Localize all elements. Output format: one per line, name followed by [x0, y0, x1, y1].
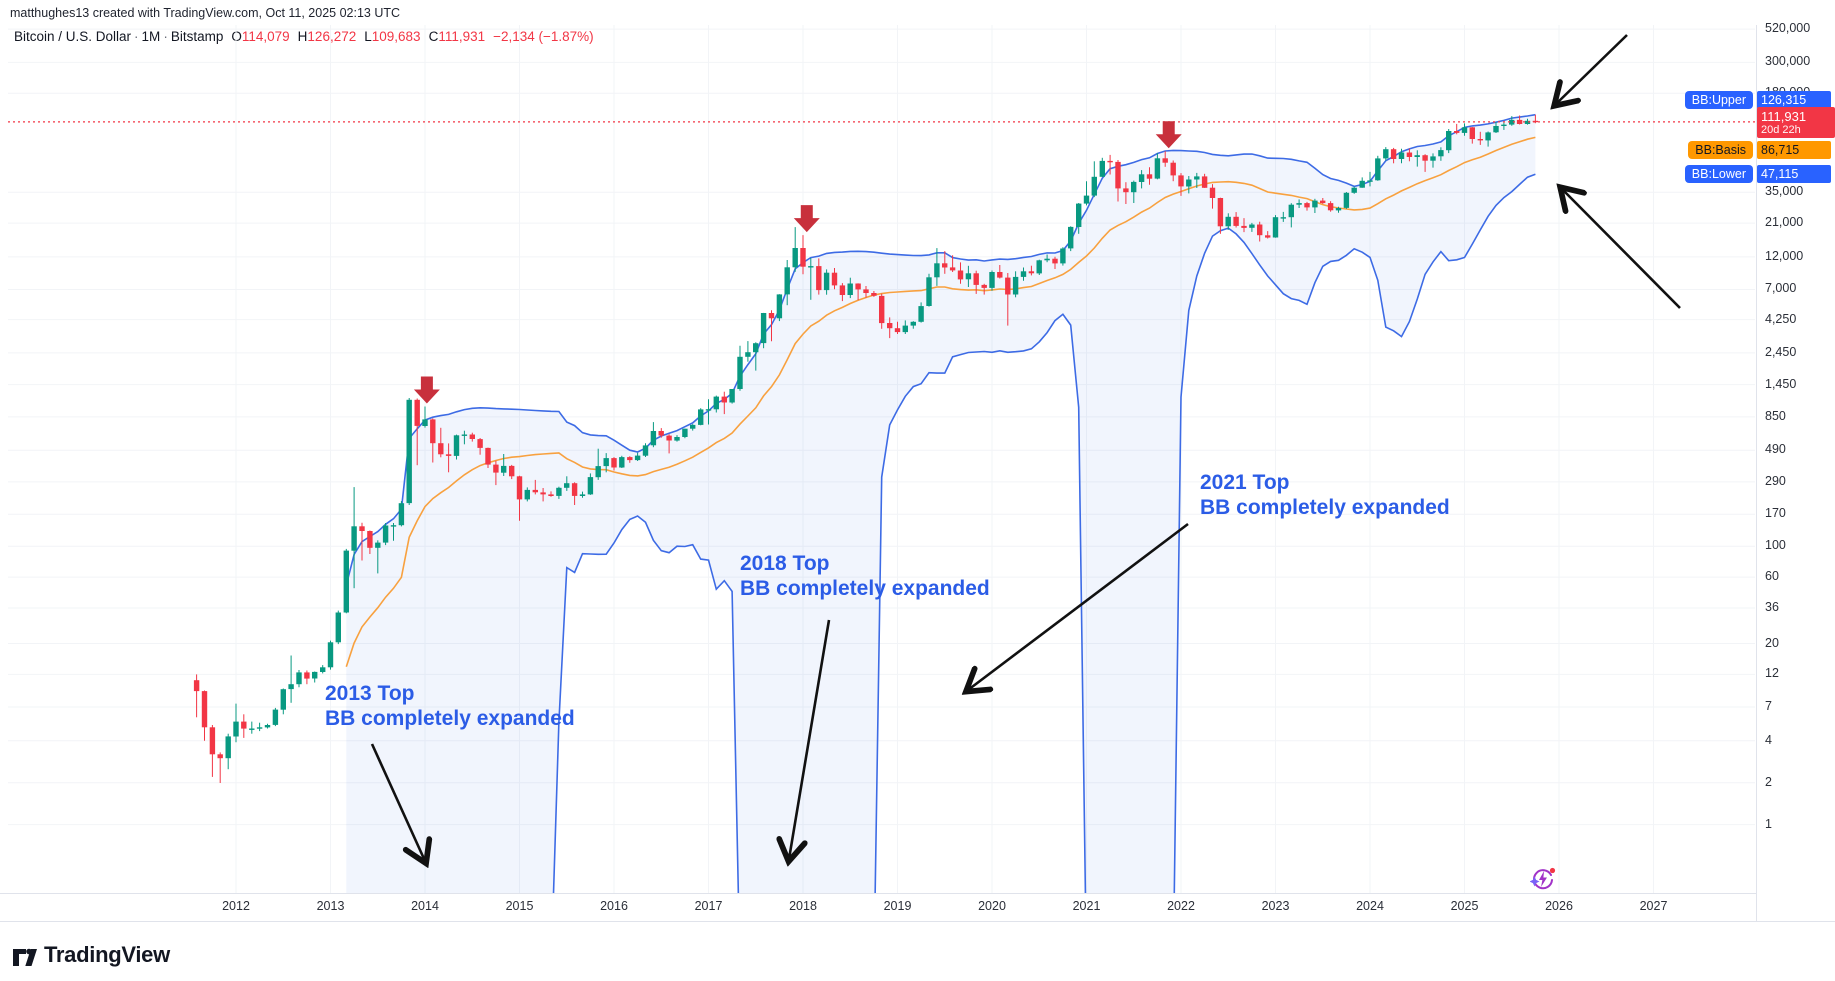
year-label: 2012	[222, 899, 250, 913]
price-tick-label: 170	[1765, 506, 1786, 521]
bb-basis-label-badge: BB:Basis	[1688, 140, 1753, 159]
price-tick-label: 12	[1765, 666, 1779, 681]
price-axis[interactable]: 520,000300,000180,00035,00021,00012,0007…	[1757, 0, 1835, 921]
candlestick-series	[193, 114, 1539, 783]
price-tick-label: 2	[1765, 774, 1772, 789]
bar-close-countdown: 20d 22h	[1761, 123, 1801, 136]
open-label: O	[231, 29, 242, 44]
year-label: 2017	[694, 899, 723, 913]
top-marker-arrow	[1155, 121, 1182, 149]
exchange-label: Bitstamp	[170, 29, 224, 44]
change-value: −2,134 (−1.87%)	[493, 29, 594, 44]
year-label: 2025	[1450, 899, 1479, 913]
price-axis-separator	[1756, 25, 1757, 921]
price-tick-label: 20	[1765, 635, 1779, 650]
year-label: 2026	[1545, 899, 1573, 913]
top-marker-arrow	[413, 376, 440, 404]
top-marker-arrow	[793, 205, 820, 233]
legend-separator-1: ·	[134, 29, 139, 44]
time-axis-separator	[0, 893, 1835, 894]
year-label: 2013	[316, 899, 345, 913]
ai-sparkle-icon[interactable]	[1530, 866, 1556, 892]
chart-bottom-border	[0, 921, 1835, 922]
price-tick-label: 12,000	[1765, 248, 1804, 263]
symbol-title: Bitcoin / U.S. Dollar	[14, 29, 132, 44]
tradingview-logo-mark	[13, 948, 37, 966]
price-tick-label: 36	[1765, 600, 1779, 614]
annotation-2013-line1: 2013 Top	[325, 682, 415, 705]
close-label: C	[428, 29, 439, 44]
year-label: 2024	[1356, 899, 1384, 913]
year-label: 2023	[1261, 899, 1290, 913]
annotation-2013-line2: BB completely expanded	[325, 707, 575, 730]
bb-upper-label-badge: BB:Upper	[1684, 90, 1753, 109]
legend-separator-2: ·	[163, 29, 168, 44]
low-value: 109,683	[371, 29, 421, 44]
bb-basis-value-badge: 86,715	[1757, 140, 1831, 159]
tradingview-logo[interactable]: TradingView	[12, 942, 170, 968]
year-label: 2027	[1639, 899, 1668, 913]
price-tick-label: 7,000	[1765, 281, 1797, 296]
year-label: 2019	[883, 899, 912, 913]
price-tick-label: 100	[1765, 538, 1786, 553]
price-tick-label: 850	[1765, 408, 1786, 423]
price-tick-label: 490	[1765, 442, 1786, 457]
last-price-value: 111,931	[1761, 108, 1807, 124]
annotation-2013-top: 2013 Top BB completely expanded	[325, 681, 575, 731]
bb-lower-value-badge: 47,115	[1757, 165, 1831, 184]
annotation-2018-line1: 2018 Top	[740, 552, 830, 575]
last-price-badge: 111,931 20d 22h	[1757, 106, 1835, 138]
bb-upper-value-badge: 126,315	[1757, 90, 1831, 109]
price-tick-label: 7	[1765, 698, 1772, 713]
price-tick-label: 1	[1765, 816, 1772, 831]
time-axis[interactable]: 2012 2013 2014 2015 2016 2017 2018 2019 2020 2021…	[0, 894, 1756, 921]
year-label: 2018	[789, 899, 817, 913]
high-value: 126,272	[307, 29, 357, 44]
price-tick-label: 4	[1765, 732, 1772, 747]
low-label: L	[364, 29, 372, 44]
year-label: 2020	[978, 899, 1006, 913]
price-tick-label: 60	[1765, 569, 1779, 584]
tradingview-logo-text: TradingView	[44, 942, 170, 967]
close-value: 111,931	[438, 29, 486, 44]
year-label: 2014	[411, 899, 439, 913]
annotation-2021-line2: BB completely expanded	[1200, 496, 1450, 519]
price-tick-label: 2,450	[1765, 344, 1797, 359]
open-value: 114,079	[241, 29, 290, 44]
price-tick-label: 35,000	[1765, 184, 1804, 199]
annotation-2018-line2: BB completely expanded	[740, 577, 990, 600]
bollinger-bands	[345, 113, 1536, 893]
year-label: 2022	[1167, 899, 1195, 913]
annotation-2018-top: 2018 Top BB completely expanded	[740, 551, 990, 601]
interval-label: 1M	[141, 29, 161, 44]
price-tick-label: 4,250	[1765, 311, 1797, 326]
bb-lower-label-badge: BB:Lower	[1684, 165, 1753, 184]
annotation-2021-top: 2021 Top BB completely expanded	[1200, 470, 1450, 520]
year-label: 2016	[600, 899, 628, 913]
year-label: 2021	[1072, 899, 1101, 913]
annotation-2021-line1: 2021 Top	[1200, 471, 1290, 494]
price-tick-label: 520,000	[1765, 21, 1811, 36]
author-watermark: matthughes13 created with TradingView.co…	[10, 6, 401, 20]
year-label: 2015	[505, 899, 534, 913]
price-tick-label: 300,000	[1765, 54, 1811, 69]
price-tick-label: 290	[1765, 473, 1786, 488]
high-label: H	[297, 29, 308, 44]
price-tick-label: 21,000	[1765, 215, 1804, 230]
price-tick-label: 1,450	[1765, 376, 1797, 391]
symbol-legend[interactable]: Bitcoin / U.S. Dollar · 1M · Bitstamp O114,07…	[14, 29, 594, 44]
